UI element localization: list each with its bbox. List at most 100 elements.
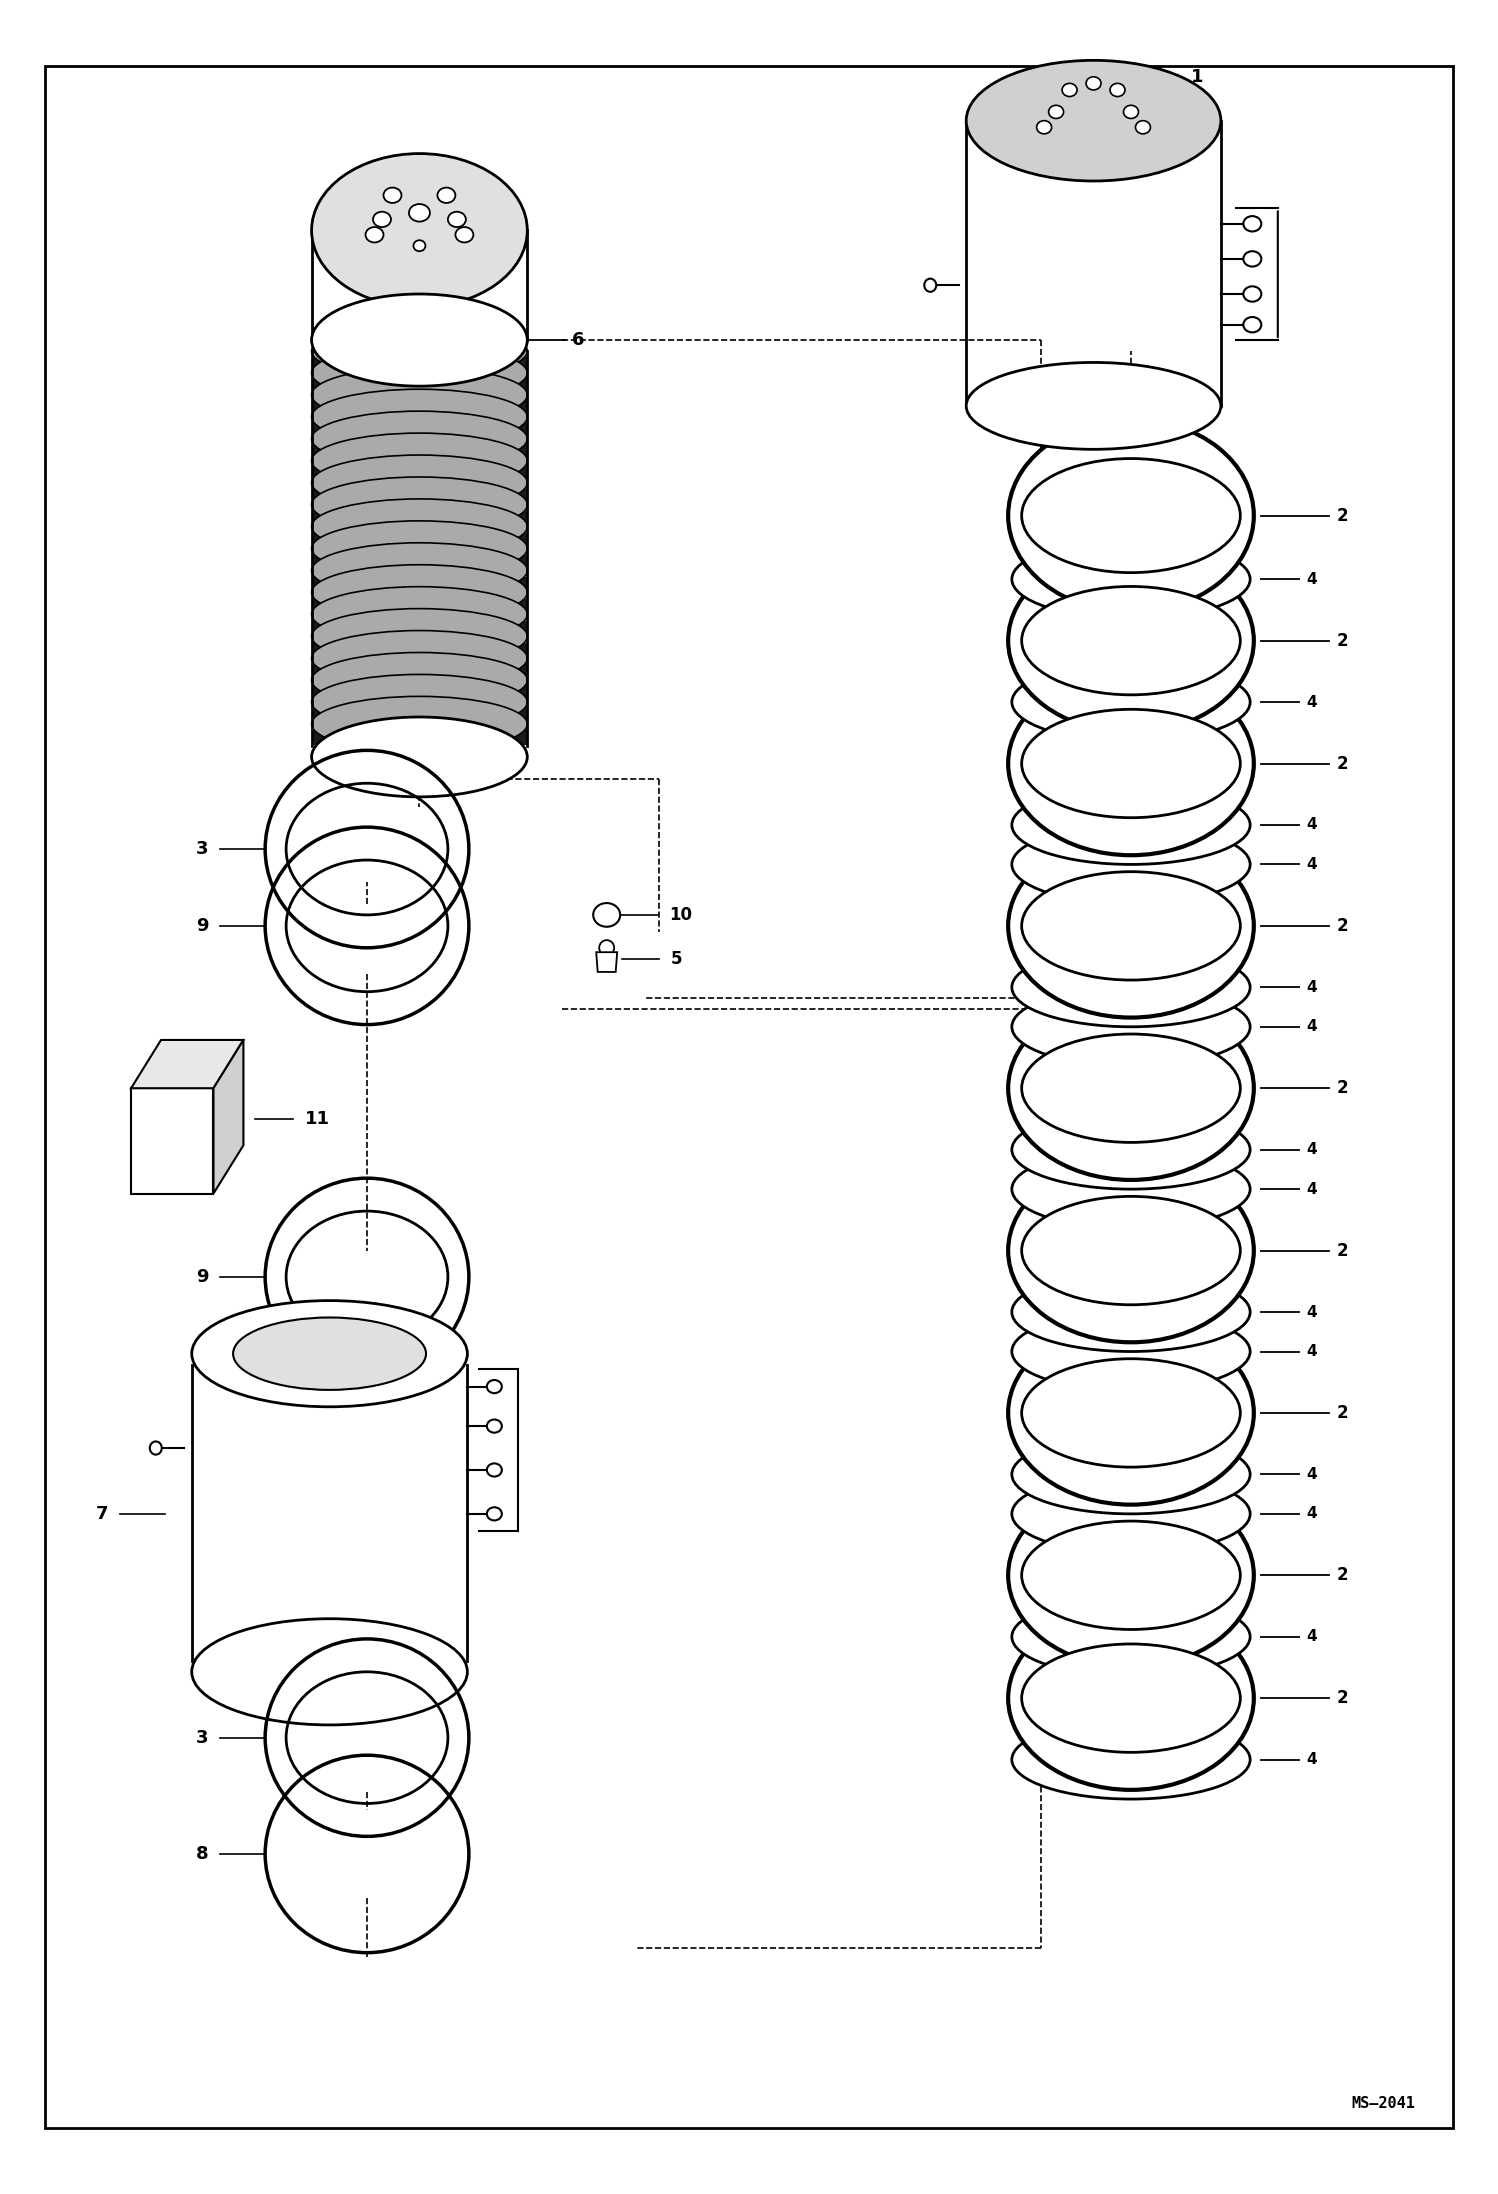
Text: 2: 2 — [1336, 917, 1348, 935]
Ellipse shape — [1011, 1110, 1251, 1189]
Ellipse shape — [1243, 287, 1261, 303]
Ellipse shape — [1022, 459, 1240, 573]
Ellipse shape — [1124, 105, 1138, 118]
Text: 10: 10 — [670, 906, 692, 924]
Ellipse shape — [312, 323, 527, 380]
Polygon shape — [132, 1040, 243, 1088]
Ellipse shape — [312, 366, 527, 423]
Bar — [312, 621, 527, 636]
Text: 9: 9 — [196, 917, 208, 935]
Bar — [312, 555, 527, 568]
Ellipse shape — [1062, 83, 1077, 97]
Ellipse shape — [312, 717, 527, 796]
Bar — [312, 533, 527, 546]
Text: 6: 6 — [572, 331, 584, 349]
Polygon shape — [214, 1040, 243, 1194]
Bar — [312, 380, 527, 395]
Text: 4: 4 — [1306, 695, 1317, 709]
Ellipse shape — [487, 1463, 502, 1477]
Ellipse shape — [312, 344, 527, 402]
Text: 9: 9 — [196, 1268, 208, 1286]
Ellipse shape — [366, 228, 383, 244]
Ellipse shape — [1086, 77, 1101, 90]
Text: 8: 8 — [196, 1845, 208, 1863]
Ellipse shape — [1022, 1643, 1240, 1753]
Text: 4: 4 — [1306, 1507, 1317, 1520]
Bar — [312, 402, 527, 417]
Text: 4: 4 — [1306, 981, 1317, 994]
Ellipse shape — [1022, 1033, 1240, 1143]
Bar — [312, 467, 527, 480]
Bar — [312, 687, 527, 700]
Text: 4: 4 — [1306, 1753, 1317, 1766]
Ellipse shape — [312, 695, 527, 753]
Ellipse shape — [1008, 1606, 1254, 1790]
Ellipse shape — [312, 498, 527, 555]
Bar — [312, 709, 527, 722]
Ellipse shape — [1243, 252, 1261, 268]
Ellipse shape — [312, 154, 527, 307]
Ellipse shape — [312, 476, 527, 533]
Ellipse shape — [1037, 121, 1052, 134]
Bar — [312, 358, 527, 371]
Ellipse shape — [1011, 1720, 1251, 1799]
Ellipse shape — [599, 941, 614, 957]
Ellipse shape — [192, 1619, 467, 1724]
Text: 4: 4 — [1306, 1305, 1317, 1319]
Text: 4: 4 — [1306, 573, 1317, 586]
Bar — [312, 511, 527, 527]
Text: MS—2041: MS—2041 — [1351, 2095, 1416, 2111]
Ellipse shape — [1243, 316, 1261, 333]
Ellipse shape — [150, 1441, 162, 1455]
Text: 11: 11 — [306, 1110, 330, 1128]
Bar — [312, 731, 527, 744]
Ellipse shape — [1135, 121, 1150, 134]
Ellipse shape — [312, 542, 527, 599]
Ellipse shape — [1022, 586, 1240, 695]
Bar — [312, 577, 527, 590]
Text: 2: 2 — [1336, 1404, 1348, 1422]
Bar — [312, 445, 527, 461]
Ellipse shape — [1011, 1312, 1251, 1391]
Polygon shape — [596, 952, 617, 972]
Ellipse shape — [924, 279, 936, 292]
Ellipse shape — [312, 608, 527, 665]
Ellipse shape — [455, 228, 473, 244]
Text: 4: 4 — [1306, 1630, 1317, 1643]
Ellipse shape — [312, 652, 527, 709]
Bar — [312, 599, 527, 612]
Ellipse shape — [373, 211, 391, 228]
Ellipse shape — [1008, 419, 1254, 612]
Ellipse shape — [312, 388, 527, 445]
Text: 3: 3 — [196, 840, 208, 858]
Bar — [312, 665, 527, 680]
Ellipse shape — [312, 294, 527, 386]
Ellipse shape — [1008, 1158, 1254, 1343]
Text: 2: 2 — [1336, 755, 1348, 772]
Text: 4: 4 — [1306, 1468, 1317, 1481]
Ellipse shape — [1022, 1520, 1240, 1630]
Bar — [312, 489, 527, 502]
Text: 1: 1 — [1191, 68, 1203, 86]
Text: 2: 2 — [1336, 507, 1348, 524]
Ellipse shape — [1011, 785, 1251, 864]
Text: 4: 4 — [1306, 858, 1317, 871]
Ellipse shape — [448, 211, 466, 228]
Ellipse shape — [966, 61, 1221, 182]
Ellipse shape — [312, 586, 527, 643]
Text: 4: 4 — [1306, 818, 1317, 832]
Ellipse shape — [1022, 871, 1240, 981]
Text: 2: 2 — [1336, 1242, 1348, 1259]
Text: 2: 2 — [1336, 632, 1348, 649]
Ellipse shape — [1011, 987, 1251, 1066]
Ellipse shape — [312, 520, 527, 577]
Ellipse shape — [1049, 105, 1064, 118]
Ellipse shape — [312, 564, 527, 621]
Ellipse shape — [312, 674, 527, 731]
Ellipse shape — [1011, 1273, 1251, 1352]
Text: 5: 5 — [671, 950, 683, 968]
Ellipse shape — [487, 1380, 502, 1393]
Ellipse shape — [383, 186, 401, 204]
Text: 4: 4 — [1306, 1143, 1317, 1156]
Ellipse shape — [192, 1301, 467, 1406]
